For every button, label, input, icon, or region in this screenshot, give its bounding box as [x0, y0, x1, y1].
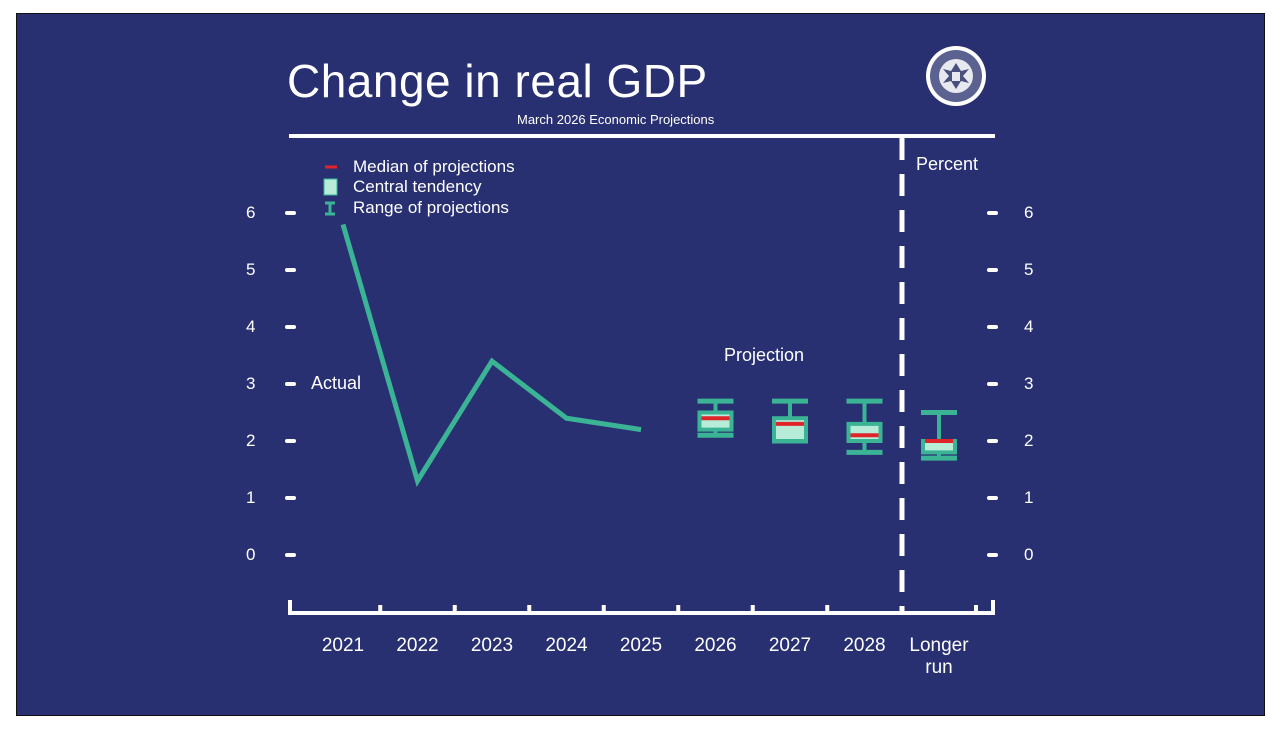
x-label-longer: Longer run — [909, 635, 969, 678]
y-tick-left-3 — [285, 382, 296, 386]
y-tick-right-5 — [987, 268, 998, 272]
projection-2028 — [846, 398, 883, 455]
chart-title: Change in real GDP — [287, 55, 708, 107]
y-tick-label-left-1: 1 — [246, 488, 256, 507]
y-tick-left-1 — [285, 496, 296, 500]
projection-label: Projection — [724, 345, 805, 365]
legend-central-symbol — [323, 178, 338, 196]
y-tick-right-3 — [987, 382, 998, 386]
x-label-2028: 2028 — [843, 635, 886, 656]
y-tick-right-6 — [987, 211, 998, 215]
units-label: Percent — [916, 154, 979, 174]
y-tick-label-left-2: 2 — [246, 431, 256, 450]
y-tick-right-2 — [987, 439, 998, 443]
projection-2026 — [697, 398, 734, 438]
central-tendency-box — [846, 421, 883, 443]
y-tick-label-left-5: 5 — [246, 260, 256, 279]
projection-longer — [921, 410, 957, 461]
legend-range-label: Range of projections — [353, 198, 509, 217]
y-tick-label-left-4: 4 — [246, 317, 256, 336]
legend-central-label: Central tendency — [353, 177, 482, 196]
legend-median-label: Median of projections — [353, 157, 515, 176]
federal-reserve-seal-icon — [926, 46, 986, 106]
actual-label: Actual — [311, 373, 362, 393]
y-tick-label-right-6: 6 — [1024, 203, 1034, 222]
chart — [285, 134, 998, 615]
x-label-2026: 2026 — [694, 635, 737, 656]
central-tendency-box — [697, 410, 734, 432]
y-tick-left-0 — [285, 553, 296, 557]
y-tick-label-right-3: 3 — [1024, 374, 1034, 393]
x-label-2023: 2023 — [470, 635, 514, 656]
x-label-2027: 2027 — [768, 635, 812, 656]
x-label-2025: 2025 — [619, 635, 663, 656]
y-tick-label-left-3: 3 — [246, 374, 256, 393]
y-tick-left-6 — [285, 211, 296, 215]
y-tick-left-2 — [285, 439, 296, 443]
y-tick-label-right-5: 5 — [1024, 260, 1034, 279]
x-label-2021: 2021 — [321, 635, 365, 656]
y-tick-right-1 — [987, 496, 998, 500]
y-tick-label-right-0: 0 — [1024, 545, 1034, 564]
projection-2027 — [772, 398, 808, 444]
slide: Change in real GDP March 2026 Economic P… — [16, 13, 1265, 716]
x-label-2022: 2022 — [396, 635, 439, 656]
y-tick-label-right-2: 2 — [1024, 431, 1034, 450]
y-tick-right-0 — [987, 553, 998, 557]
y-axis-ticks — [285, 211, 998, 557]
x-axis-ticks — [288, 600, 995, 615]
y-tick-left-5 — [285, 268, 296, 272]
y-tick-left-4 — [285, 325, 296, 329]
y-tick-label-left-6: 6 — [246, 203, 256, 222]
y-tick-label-left-0: 0 — [246, 545, 256, 564]
x-label-2024: 2024 — [545, 635, 588, 656]
legend-symbols — [323, 165, 338, 216]
y-tick-right-4 — [987, 325, 998, 329]
central-tendency-box — [772, 416, 808, 444]
y-tick-label-right-1: 1 — [1024, 488, 1034, 507]
y-tick-label-right-4: 4 — [1024, 317, 1034, 336]
actual-gdp-line — [340, 223, 642, 487]
chart-subtitle: March 2026 Economic Projections — [517, 112, 715, 127]
projection-boxes — [697, 398, 957, 461]
